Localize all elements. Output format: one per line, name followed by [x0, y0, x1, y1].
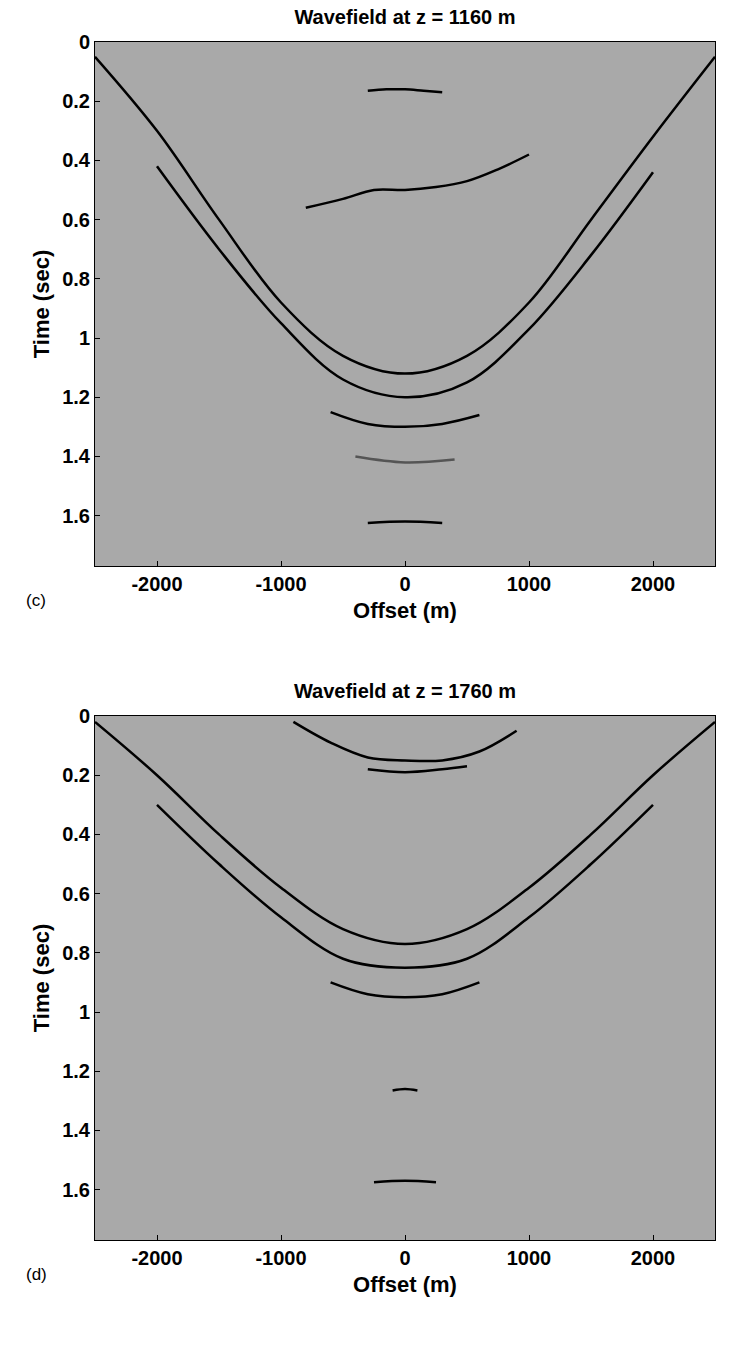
svg-text:2000: 2000: [631, 1247, 676, 1269]
svg-text:Offset (m): Offset (m): [353, 598, 457, 623]
svg-text:1: 1: [79, 327, 90, 349]
svg-text:(d): (d): [26, 1265, 47, 1284]
svg-text:1.2: 1.2: [62, 386, 90, 408]
svg-text:1.2: 1.2: [62, 1060, 90, 1082]
svg-text:0.6: 0.6: [62, 209, 90, 231]
svg-text:0: 0: [79, 31, 90, 53]
svg-text:Wavefield at z = 1160 m: Wavefield at z = 1160 m: [294, 6, 515, 28]
svg-text:Time (sec): Time (sec): [29, 250, 54, 358]
svg-text:0.8: 0.8: [62, 942, 90, 964]
svg-text:1.4: 1.4: [62, 1119, 91, 1141]
svg-text:0.4: 0.4: [62, 149, 91, 171]
svg-text:0.6: 0.6: [62, 883, 90, 905]
svg-text:-1000: -1000: [255, 573, 306, 595]
svg-text:0: 0: [79, 705, 90, 727]
svg-text:0.2: 0.2: [62, 764, 90, 786]
svg-text:(c): (c): [26, 591, 46, 610]
svg-text:0.2: 0.2: [62, 90, 90, 112]
svg-text:1000: 1000: [507, 1247, 552, 1269]
svg-text:1.4: 1.4: [62, 445, 91, 467]
svg-text:0: 0: [399, 573, 410, 595]
svg-text:0.8: 0.8: [62, 268, 90, 290]
svg-text:Offset (m): Offset (m): [353, 1272, 457, 1297]
svg-text:0.4: 0.4: [62, 823, 91, 845]
svg-text:2000: 2000: [631, 573, 676, 595]
svg-text:0: 0: [399, 1247, 410, 1269]
svg-text:1.6: 1.6: [62, 505, 90, 527]
svg-text:Wavefield at z = 1760 m: Wavefield at z = 1760 m: [294, 680, 516, 702]
svg-text:1: 1: [79, 1001, 90, 1023]
svg-text:-2000: -2000: [131, 573, 182, 595]
svg-text:1.6: 1.6: [62, 1179, 90, 1201]
svg-text:-2000: -2000: [131, 1247, 182, 1269]
svg-text:Time (sec): Time (sec): [29, 924, 54, 1032]
svg-text:-1000: -1000: [255, 1247, 306, 1269]
svg-text:1000: 1000: [507, 573, 552, 595]
